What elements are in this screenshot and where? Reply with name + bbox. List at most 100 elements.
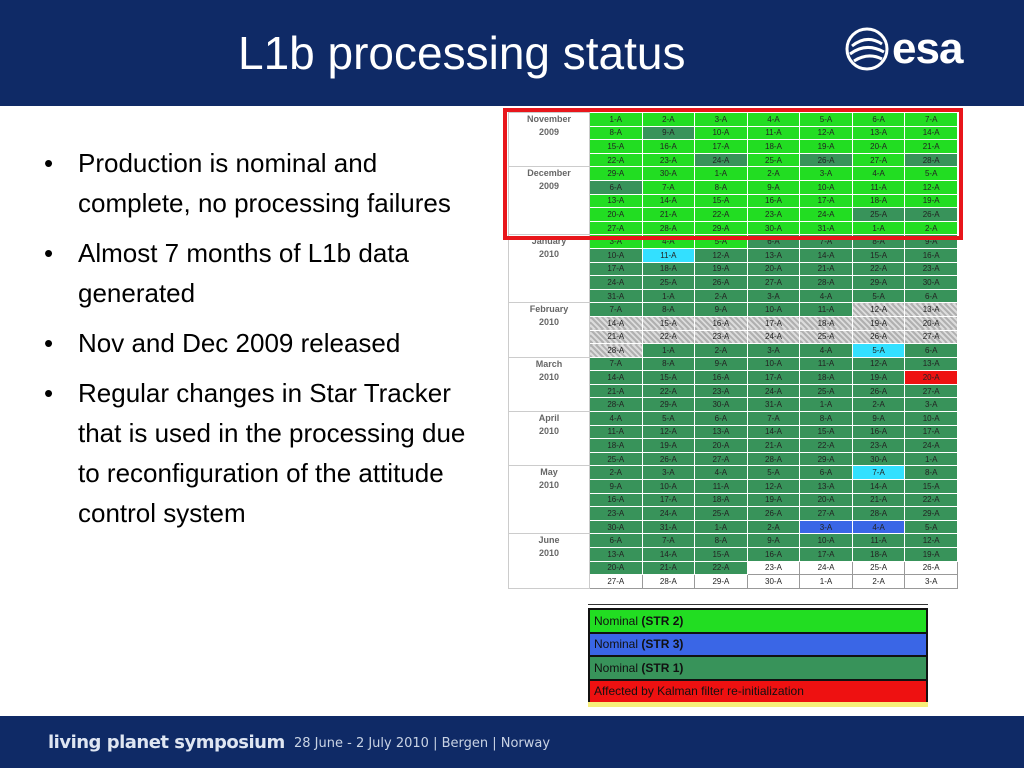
calendar-day-cell: 14-A	[799, 247, 853, 263]
calendar-day-cell: 23-A	[746, 207, 801, 222]
calendar-day-cell: 6-A	[851, 112, 906, 127]
footer-event-name: living planet symposium	[48, 732, 285, 753]
calendar-day-cell: 4-A	[641, 234, 696, 249]
calendar-day-cell: 6-A	[904, 343, 958, 358]
calendar-day-cell: 9-A	[904, 234, 958, 249]
legend-tracker-label: (STR 1)	[641, 660, 684, 675]
calendar-day-cell: 2-A	[851, 574, 906, 589]
calendar-day-cell: 2-A	[694, 288, 748, 304]
calendar-day-cell: 5-A	[694, 234, 748, 249]
calendar-day-cell: 21-A	[641, 560, 696, 576]
calendar-day-cell: 24-A	[589, 275, 643, 290]
month-name: April	[538, 413, 560, 424]
calendar-day-cell: 7-A	[589, 302, 643, 317]
month-name: November	[526, 114, 571, 124]
calendar-day-cell: 3-A	[694, 112, 748, 127]
calendar-day-cell: 8-A	[904, 465, 958, 481]
calendar-day-cell: 7-A	[746, 411, 801, 426]
calendar-day-cell: 20-A	[694, 438, 748, 453]
calendar-day-cell: 29-A	[589, 166, 643, 181]
calendar-day-cell: 12-A	[851, 302, 906, 317]
calendar-day-cell: 18-A	[851, 193, 906, 209]
footer-event-info: 28 June - 2 July 2010 | Bergen | Norway	[294, 736, 551, 751]
calendar-day-cell: 28-A	[589, 397, 643, 413]
calendar-day-cell: 6-A	[589, 533, 643, 548]
calendar-day-cell: 31-A	[589, 288, 643, 304]
legend-entry: Nominal (STR 2)	[588, 608, 928, 634]
calendar-day-cell: 25-A	[799, 383, 853, 399]
calendar-month-label: April 2010	[508, 411, 590, 467]
calendar-day-cell: 2-A	[904, 220, 958, 236]
calendar-day-cell: 28-A	[641, 220, 696, 236]
calendar-day-cell: 20-A	[589, 207, 643, 222]
calendar-day-cell: 7-A	[904, 112, 958, 127]
calendar-day-cell: 26-A	[641, 451, 696, 467]
calendar-day-cell: 1-A	[694, 166, 748, 181]
calendar-day-cell: 30-A	[694, 397, 748, 413]
calendar-day-cell: 14-A	[851, 479, 906, 494]
calendar-day-cell: 27-A	[851, 152, 906, 168]
calendar-day-cell: 1-A	[641, 288, 696, 304]
calendar-week-row: June 2010 6-A 7-A 8-A 9-A 10-A 11-A 12-A	[508, 533, 958, 589]
calendar-day-cell: 8-A	[799, 411, 853, 426]
calendar-day-cell: 23-A	[904, 261, 958, 277]
calendar-day-cell: 15-A	[851, 247, 906, 263]
month-year: 2010	[538, 548, 560, 559]
calendar-day-cell: 5-A	[851, 343, 906, 358]
calendar-day-cell: 10-A	[799, 533, 853, 548]
legend-row: Nominal (STR 1)	[588, 655, 928, 681]
legend-tracker-label: (STR 2)	[641, 613, 684, 628]
calendar-day-cell: 22-A	[851, 261, 906, 277]
calendar-day-cell: 2-A	[746, 166, 801, 181]
calendar-day-cell: 5-A	[746, 465, 801, 481]
calendar-day-cell: 6-A	[694, 411, 748, 426]
calendar-day-cell: 17-A	[746, 315, 801, 331]
calendar-week-row: January 2010 3-A 4-A 5-A 6-A 7-A 8-A 9-A	[508, 234, 958, 304]
calendar-week-row: 17-A 18-A 19-A 20-A 21-A 22-A 23-A	[509, 261, 958, 277]
calendar-day-cell: 20-A	[904, 370, 958, 385]
calendar-day-cell: 21-A	[641, 207, 696, 222]
calendar-day-cell: 20-A	[904, 315, 958, 331]
calendar-day-cell: 26-A	[694, 275, 748, 290]
calendar-day-cell: 25-A	[589, 451, 643, 467]
calendar-week-row: 22-A 23-A 24-A 25-A 26-A 27-A 28-A	[509, 152, 958, 168]
calendar-day-cell: 5-A	[641, 411, 696, 426]
calendar-day-cell: 22-A	[641, 383, 696, 399]
calendar-day-cell: 27-A	[589, 574, 643, 589]
calendar-week-row: 20-A 21-A 22-A 23-A 24-A 25-A 26-A	[509, 560, 958, 576]
legend-row: Nominal (STR 3)	[588, 631, 928, 657]
calendar-day-cell: 8-A	[641, 356, 696, 372]
calendar-day-cell: 30-A	[589, 519, 643, 535]
calendar-week-row: November 2009 1-A 2-A 3-A 4-A 5-A 6-A 7-A	[508, 111, 958, 168]
calendar-day-cell: 8-A	[851, 234, 906, 249]
calendar-day-cell: 11-A	[641, 247, 696, 263]
calendar-month-label: December 2009	[508, 166, 590, 236]
esa-logo-text: esa	[892, 24, 963, 73]
calendar-week-row: May 2010 2-A 3-A 4-A 5-A 6-A 7-A 8-A	[508, 465, 958, 535]
calendar-day-cell: 11-A	[799, 356, 853, 372]
calendar-day-cell: 4-A	[694, 465, 748, 481]
calendar-day-cell: 3-A	[746, 288, 801, 304]
calendar-day-cell: 3-A	[746, 343, 801, 358]
calendar-day-cell: 30-A	[904, 275, 958, 290]
calendar-day-cell: 9-A	[746, 533, 801, 548]
calendar-day-cell: 6-A	[746, 234, 801, 249]
calendar-day-cell: 16-A	[694, 370, 748, 385]
calendar-day-cell: 29-A	[694, 574, 748, 589]
calendar-month-label: November 2009	[508, 111, 590, 168]
calendar-day-cell: 22-A	[799, 438, 853, 453]
calendar-month-label: January 2010	[508, 234, 590, 304]
calendar-day-cell: 30-A	[851, 451, 906, 467]
calendar-week-row: 27-A 28-A 29-A 30-A 1-A 2-A 3-A	[509, 574, 958, 589]
calendar-day-cell: 17-A	[641, 492, 696, 508]
calendar-day-cell: 27-A	[694, 451, 748, 467]
slide-header: L1b processing status esa	[0, 0, 1024, 106]
calendar-day-cell: 3-A	[799, 166, 853, 181]
calendar-day-cell: 26-A	[746, 506, 801, 521]
esa-logo: esa	[844, 24, 994, 76]
calendar-week-row: 27-A 28-A 29-A 30-A 31-A 1-A 2-A	[509, 220, 958, 236]
calendar-day-cell: 10-A	[746, 356, 801, 372]
month-year: 2009	[538, 127, 560, 137]
calendar-day-cell: 18-A	[799, 315, 853, 331]
calendar-day-cell: 4-A	[799, 343, 853, 358]
